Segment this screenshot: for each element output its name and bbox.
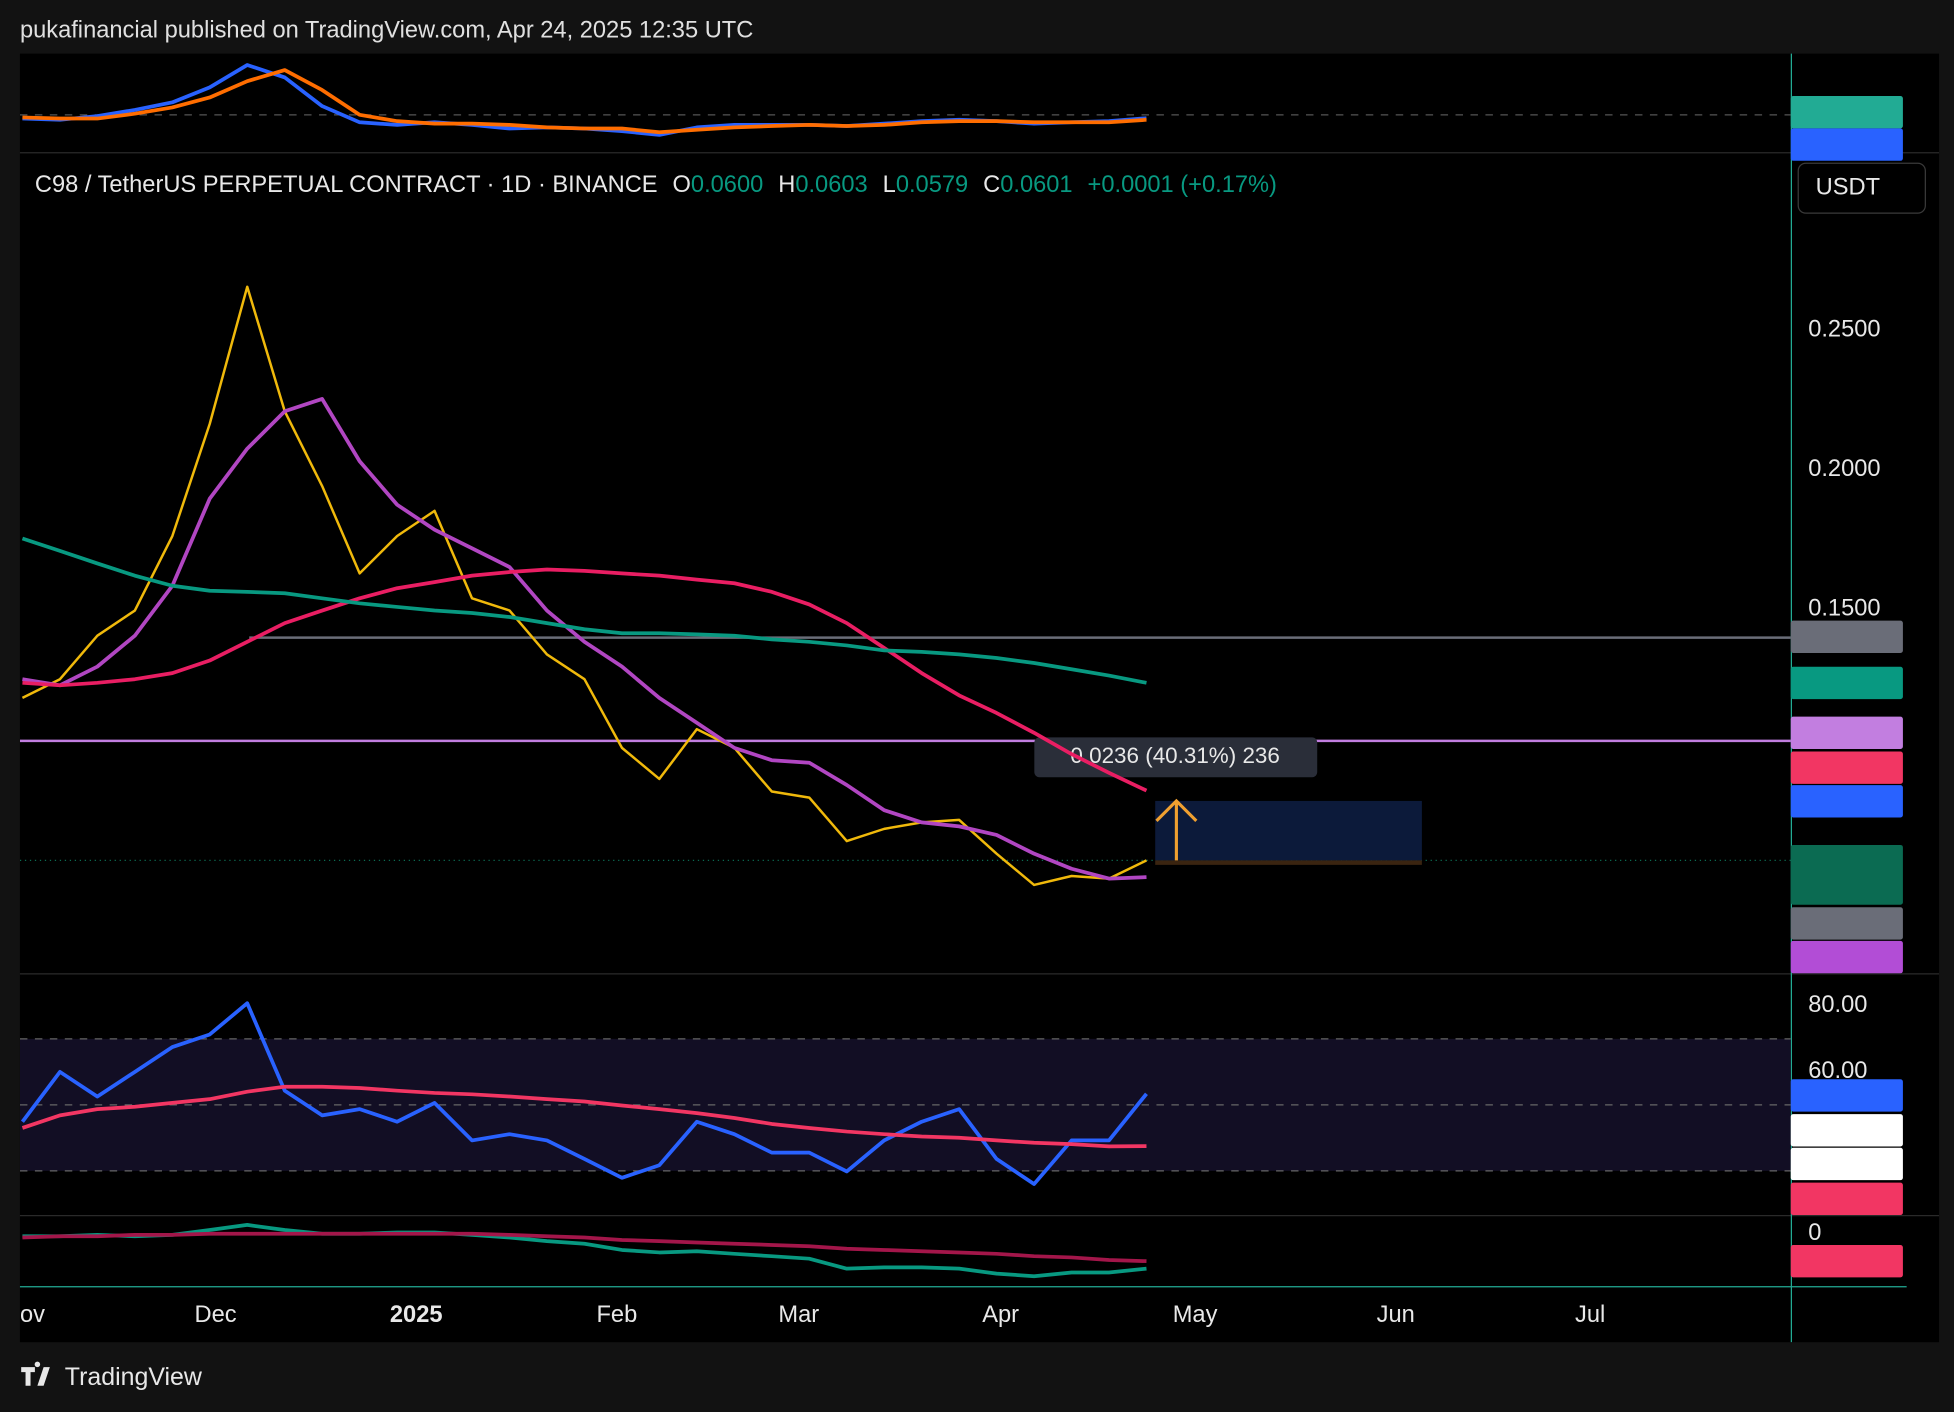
x-tick-label: 2025 bbox=[390, 1302, 443, 1328]
price-badge bbox=[1790, 620, 1903, 654]
ohlc-key: H bbox=[778, 172, 795, 198]
series-line bbox=[22, 1231, 1147, 1264]
logo-mark bbox=[21, 1361, 50, 1386]
logo: TradingView bbox=[21, 1361, 203, 1391]
price-badge bbox=[1790, 785, 1903, 818]
logo-text: TradingView bbox=[65, 1363, 203, 1391]
measure-label-bg bbox=[1034, 737, 1318, 778]
ohlc-value: 0.0600 bbox=[691, 172, 763, 198]
pane: 0.0236 (40.31%) 236 bbox=[19, 285, 1791, 887]
series-line bbox=[20, 1001, 1148, 1186]
x-tick-label: Mar bbox=[778, 1302, 819, 1328]
x-tick-label: Jul bbox=[1575, 1302, 1605, 1328]
price-badge bbox=[1790, 940, 1903, 974]
price-badge bbox=[1790, 716, 1903, 749]
y-tick-label: 0.1500 bbox=[1808, 596, 1880, 622]
series-line bbox=[21, 536, 1147, 685]
pane bbox=[19, 63, 1791, 137]
series-line bbox=[21, 1084, 1147, 1149]
series-line bbox=[22, 397, 1147, 881]
target-zone bbox=[1155, 800, 1422, 861]
price-badge bbox=[1790, 1114, 1903, 1147]
x-tick-label: May bbox=[1173, 1302, 1218, 1328]
pane bbox=[19, 1001, 1791, 1186]
publisher-line: pukafinancial published on TradingView.c… bbox=[20, 17, 753, 43]
ohlc-value: 0.0603 bbox=[795, 172, 867, 198]
price-badge bbox=[1790, 907, 1903, 940]
ohlc-key: L bbox=[883, 172, 896, 198]
price-badge bbox=[1790, 95, 1903, 129]
x-tick-label: ov bbox=[20, 1302, 45, 1328]
pane bbox=[22, 1223, 1147, 1279]
series-line bbox=[22, 567, 1148, 793]
x-tick-label: Apr bbox=[982, 1302, 1019, 1328]
price-badge bbox=[1790, 844, 1903, 905]
symbol-title: C98 / TetherUS PERPETUAL CONTRACT · 1D ·… bbox=[35, 172, 658, 198]
y-tick-label: 0.2500 bbox=[1808, 317, 1880, 343]
price-badge bbox=[1790, 1079, 1903, 1112]
x-tick-label: Feb bbox=[596, 1302, 637, 1328]
series-line bbox=[22, 68, 1147, 135]
currency-button[interactable] bbox=[1797, 162, 1926, 214]
measure-arrow bbox=[1155, 798, 1198, 861]
series-line bbox=[21, 285, 1148, 887]
currency-label[interactable]: USDT bbox=[1816, 174, 1880, 200]
x-tick-label: Dec bbox=[195, 1302, 237, 1328]
time-axis: ov Dec 2025 Feb Mar Apr May Jun Jul bbox=[20, 1302, 1605, 1328]
price-badge bbox=[1790, 1182, 1903, 1216]
ohlc-key: O bbox=[673, 172, 691, 198]
ohlc-change: +0.0001 (+0.17%) bbox=[1088, 172, 1277, 198]
price-badge bbox=[1790, 751, 1903, 784]
series-line bbox=[22, 1223, 1147, 1279]
price-badge bbox=[1790, 128, 1903, 161]
price-badge bbox=[1790, 666, 1903, 700]
stop-zone bbox=[1155, 860, 1422, 865]
ohlc-value: 0.0579 bbox=[896, 172, 968, 198]
ohlc-key: C bbox=[983, 172, 1000, 198]
ohlc-value: 0.0601 bbox=[1000, 172, 1072, 198]
price-badge bbox=[1790, 1244, 1903, 1278]
x-tick-label: Jun bbox=[1377, 1302, 1415, 1328]
y-tick-label: 0 bbox=[1808, 1220, 1821, 1246]
y-tick-label: 80.00 bbox=[1808, 992, 1867, 1018]
y-tick-label: 0.2000 bbox=[1808, 456, 1880, 482]
symbol-legend: C98 / TetherUS PERPETUAL CONTRACT · 1D ·… bbox=[35, 172, 1277, 198]
measure-label: 0.0236 (40.31%) 236 bbox=[1070, 743, 1279, 768]
price-badge bbox=[1790, 1147, 1903, 1181]
